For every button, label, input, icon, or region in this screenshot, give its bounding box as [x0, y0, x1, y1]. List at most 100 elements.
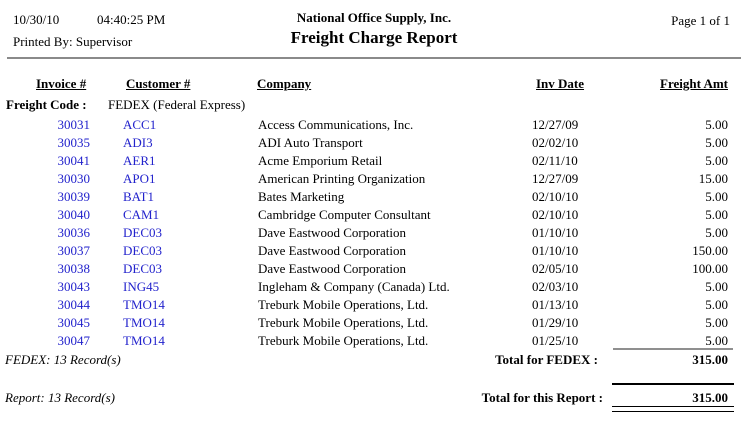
company-cell: Treburk Mobile Operations, Ltd.	[258, 333, 429, 348]
table-row: 30037 DEC03 Dave Eastwood Corporation 01…	[0, 242, 748, 260]
freight-amt-cell: 5.00	[705, 135, 728, 150]
report-total-double-rule	[612, 406, 734, 412]
group-footer-row: FEDEX: 13 Record(s) Total for FEDEX : 31…	[0, 352, 748, 368]
freight-amt-cell: 100.00	[692, 261, 728, 276]
column-header-customer: Customer #	[126, 76, 191, 91]
inv-date-cell: 02/11/10	[532, 153, 578, 168]
print-date: 10/30/10	[13, 12, 60, 27]
customer-link[interactable]: ACC1	[123, 117, 157, 132]
customer-link[interactable]: CAM1	[123, 207, 160, 222]
invoice-link[interactable]: 30039	[57, 189, 91, 204]
customer-link[interactable]: DEC03	[123, 261, 162, 276]
invoice-link[interactable]: 30031	[57, 117, 91, 132]
invoice-link[interactable]: 30036	[57, 225, 91, 240]
company-cell: Dave Eastwood Corporation	[258, 243, 407, 258]
customer-link[interactable]: AER1	[123, 153, 156, 168]
company-cell: Ingleham & Company (Canada) Ltd.	[258, 279, 450, 294]
company-name: National Office Supply, Inc.	[296, 10, 452, 25]
table-row: 30045 TMO14 Treburk Mobile Operations, L…	[0, 314, 748, 332]
invoice-link[interactable]: 30035	[57, 135, 91, 150]
report-total-value: 315.00	[692, 390, 728, 405]
inv-date-cell: 02/02/10	[532, 135, 579, 150]
freight-amt-cell: 5.00	[705, 297, 728, 312]
customer-link[interactable]: TMO14	[123, 315, 165, 330]
company-cell: Cambridge Computer Consultant	[258, 207, 431, 222]
inv-date-cell: 01/10/10	[532, 243, 579, 258]
invoice-link[interactable]: 30045	[57, 315, 91, 330]
table-row: 30038 DEC03 Dave Eastwood Corporation 02…	[0, 260, 748, 278]
inv-date-cell: 02/03/10	[532, 279, 579, 294]
table-row: 30041 AER1 Acme Emporium Retail 02/11/10…	[0, 152, 748, 170]
group-record-count: FEDEX: 13 Record(s)	[5, 352, 121, 367]
table-row: 30035 ADI3 ADI Auto Transport 02/02/10 5…	[0, 134, 748, 152]
company-cell: Dave Eastwood Corporation	[258, 225, 407, 240]
page-number: Page 1 of 1	[671, 13, 730, 28]
company-cell: Treburk Mobile Operations, Ltd.	[258, 315, 429, 330]
invoice-link[interactable]: 30037	[57, 243, 91, 258]
inv-date-cell: 01/25/10	[532, 333, 579, 348]
company-cell: Treburk Mobile Operations, Ltd.	[258, 297, 429, 312]
table-body: 30031 ACC1 Access Communications, Inc. 1…	[0, 116, 748, 350]
table-row: 30030 APO1 American Printing Organizatio…	[0, 170, 748, 188]
invoice-link[interactable]: 30043	[57, 279, 91, 294]
freight-amt-cell: 5.00	[705, 315, 728, 330]
inv-date-cell: 01/29/10	[532, 315, 579, 330]
invoice-link[interactable]: 30040	[57, 207, 91, 222]
column-header-inv-date: Inv Date	[536, 76, 585, 91]
column-header-freight-amt: Freight Amt	[660, 76, 728, 91]
report-total-rule-top	[612, 383, 734, 385]
group-total-value: 315.00	[692, 352, 728, 367]
freight-amt-cell: 5.00	[705, 189, 728, 204]
table-header-row: Invoice # Customer # Company Inv Date Fr…	[0, 76, 748, 92]
table-row: 30044 TMO14 Treburk Mobile Operations, L…	[0, 296, 748, 314]
company-cell: Access Communications, Inc.	[258, 117, 414, 132]
freight-amt-cell: 5.00	[705, 225, 728, 240]
report-record-count: Report: 13 Record(s)	[5, 390, 115, 405]
customer-link[interactable]: ADI3	[123, 135, 153, 150]
inv-date-cell: 02/05/10	[532, 261, 579, 276]
company-cell: American Printing Organization	[258, 171, 426, 186]
customer-link[interactable]: DEC03	[123, 243, 162, 258]
table-row: 30047 TMO14 Treburk Mobile Operations, L…	[0, 332, 748, 350]
table-row: 30039 BAT1 Bates Marketing 02/10/10 5.00	[0, 188, 748, 206]
customer-link[interactable]: TMO14	[123, 297, 165, 312]
invoice-link[interactable]: 30044	[57, 297, 91, 312]
invoice-link[interactable]: 30030	[57, 171, 91, 186]
table-row: 30031 ACC1 Access Communications, Inc. 1…	[0, 116, 748, 134]
header-rule	[7, 57, 741, 59]
table-row: 30043 ING45 Ingleham & Company (Canada) …	[0, 278, 748, 296]
inv-date-cell: 01/13/10	[532, 297, 579, 312]
company-cell: Dave Eastwood Corporation	[258, 261, 407, 276]
inv-date-cell: 01/10/10	[532, 225, 579, 240]
freight-code-label: Freight Code :	[6, 97, 87, 112]
freight-amt-cell: 15.00	[698, 171, 728, 186]
customer-link[interactable]: DEC03	[123, 225, 162, 240]
column-header-company: Company	[257, 76, 312, 91]
inv-date-cell: 02/10/10	[532, 189, 579, 204]
invoice-link[interactable]: 30038	[57, 261, 91, 276]
column-header-invoice: Invoice #	[36, 76, 87, 91]
customer-link[interactable]: BAT1	[123, 189, 155, 204]
customer-link[interactable]: ING45	[123, 279, 160, 294]
page-title: Freight Charge Report	[290, 28, 458, 47]
report-total-label: Total for this Report :	[481, 390, 603, 405]
print-time: 04:40:25 PM	[97, 12, 166, 27]
freight-amt-cell: 5.00	[705, 117, 728, 132]
freight-amt-cell: 5.00	[705, 153, 728, 168]
table-row: 30036 DEC03 Dave Eastwood Corporation 01…	[0, 224, 748, 242]
invoice-link[interactable]: 30041	[57, 153, 91, 168]
company-cell: Acme Emporium Retail	[258, 153, 383, 168]
inv-date-cell: 02/10/10	[532, 207, 579, 222]
customer-link[interactable]: APO1	[123, 171, 156, 186]
freight-amt-cell: 5.00	[705, 333, 728, 348]
invoice-link[interactable]: 30047	[57, 333, 91, 348]
report-footer-row: Report: 13 Record(s) Total for this Repo…	[0, 390, 748, 406]
inv-date-cell: 12/27/09	[532, 171, 579, 186]
group-total-rule	[613, 348, 733, 350]
group-header-row: Freight Code : FEDEX (Federal Express)	[0, 97, 748, 113]
printed-by-label: Printed By: Supervisor	[13, 34, 133, 49]
table-row: 30040 CAM1 Cambridge Computer Consultant…	[0, 206, 748, 224]
freight-code-value: FEDEX (Federal Express)	[108, 97, 246, 112]
customer-link[interactable]: TMO14	[123, 333, 165, 348]
